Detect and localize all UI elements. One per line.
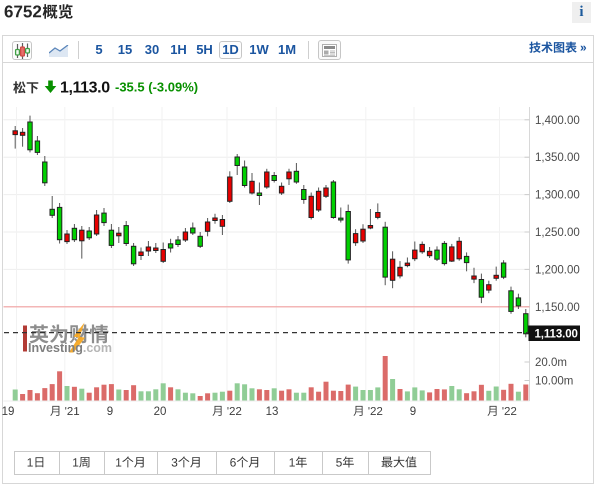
svg-text:1,150.00: 1,150.00: [535, 302, 580, 314]
svg-text:1,200.00: 1,200.00: [535, 264, 580, 276]
svg-text:1,400.00: 1,400.00: [535, 115, 580, 127]
svg-text:20.0m: 20.0m: [535, 357, 567, 369]
svg-text:-35.5 (-3.09%): -35.5 (-3.09%): [115, 80, 198, 95]
svg-text:20: 20: [154, 406, 167, 418]
svg-text:10.00m: 10.00m: [535, 376, 573, 388]
svg-text:19: 19: [2, 406, 15, 418]
svg-text:1,113.00: 1,113.00: [535, 329, 578, 341]
svg-text:13: 13: [266, 406, 279, 418]
svg-text:1,250.00: 1,250.00: [535, 227, 580, 239]
svg-text:1,300.00: 1,300.00: [535, 190, 580, 202]
svg-text:9: 9: [410, 406, 416, 418]
svg-text:9: 9: [107, 406, 113, 418]
svg-text:Investing.com: Investing.com: [28, 341, 112, 355]
svg-text:1,350.00: 1,350.00: [535, 152, 580, 164]
svg-text:1,113.0: 1,113.0: [60, 79, 110, 96]
